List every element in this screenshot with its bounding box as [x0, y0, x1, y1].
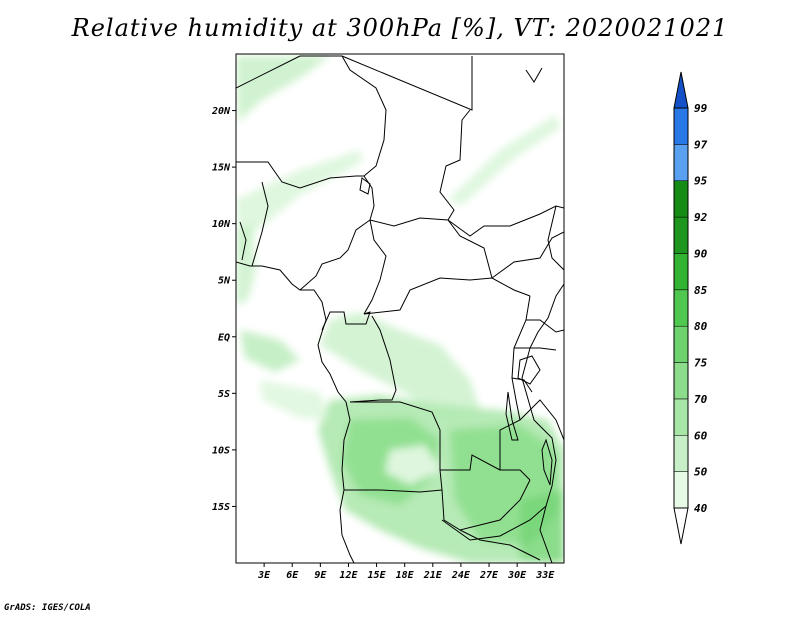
lake-chad	[359, 177, 371, 195]
colorbar-label: 50	[694, 466, 708, 479]
lon-label: 21E	[423, 570, 443, 581]
lat-label: 15S	[212, 502, 230, 513]
colorbar-label: 85	[694, 284, 708, 297]
border-niger-chad	[300, 55, 387, 177]
colorbar-label: 99	[694, 102, 708, 115]
colorbar-box	[673, 289, 689, 327]
border-drc-east	[499, 295, 531, 481]
colorbar-frame	[673, 107, 689, 509]
colorbar-label: 40	[694, 502, 708, 515]
colorbar-box	[673, 144, 689, 181]
border-rwanda	[511, 377, 533, 393]
border-kenya-uganda	[526, 319, 564, 333]
humidity-area-gabon	[240, 330, 300, 372]
colorbar-box	[673, 216, 689, 254]
border-nigeria-cameroon	[299, 175, 375, 291]
border-congo-drc	[349, 315, 397, 403]
border-chad-car	[369, 217, 493, 279]
colorbar-box	[673, 435, 689, 472]
lon-label: 3E	[257, 570, 271, 581]
humidity-area-mid-tongue	[260, 380, 330, 420]
border-zambia-zim	[459, 529, 541, 561]
lake-victoria	[517, 355, 541, 385]
lat-label: 10N	[212, 219, 231, 230]
border-angola-drc	[350, 401, 501, 471]
colorbar-label: 60	[694, 429, 708, 442]
border-ethiopia	[547, 205, 564, 271]
lon-label: 9E	[314, 570, 327, 581]
colorbar-box	[673, 471, 689, 509]
river-nile	[525, 67, 543, 83]
colorbar-box	[673, 362, 689, 400]
chart-title: Relative humidity at 300hPa [%], VT: 202…	[71, 14, 729, 42]
lon-label: 15E	[368, 570, 387, 581]
colorbar-bottom-triangle	[673, 507, 689, 545]
lon-label: 27E	[479, 570, 499, 581]
lon-label: 33E	[535, 570, 555, 581]
border-car-drc	[363, 277, 531, 315]
border-tanzania	[519, 399, 564, 441]
lake-tanganyika	[505, 391, 519, 441]
humidity-area-light-south	[385, 445, 440, 485]
colorbar-label: 90	[694, 247, 708, 260]
humidity-area-west-band	[236, 150, 362, 262]
border-niger-south	[236, 161, 364, 189]
humidity-shading	[236, 56, 564, 563]
border-nigeria-benin	[251, 181, 269, 267]
coastline-gulf-guinea	[236, 261, 355, 563]
colorbar-label: 92	[694, 211, 708, 224]
colorbar-box	[673, 398, 689, 436]
longitude-axis: 3E 6E 9E 12E 15E 18E 21E 24E 27E 30E 33E	[257, 563, 555, 581]
lon-label: 18E	[396, 570, 415, 581]
lat-label: 5S	[218, 389, 230, 400]
colorbar-label: 97	[694, 138, 708, 151]
colorbar-label: 95	[694, 175, 708, 188]
colorbar-label: 75	[694, 357, 708, 370]
colorbar: 40 50 60 70 75 80 85 90 92 95 97 99	[673, 71, 708, 545]
humidity-area-northeast	[448, 115, 560, 205]
border-south-sudan	[491, 231, 564, 279]
border-libya-chad	[341, 55, 473, 111]
colorbar-box	[673, 253, 689, 291]
lon-label: 30E	[507, 570, 527, 581]
lat-label: 20N	[211, 106, 231, 117]
lon-label: 12E	[339, 570, 358, 581]
lat-label: 15N	[212, 163, 231, 174]
colorbar-label: 80	[694, 320, 708, 333]
humidity-area-mozambique	[520, 490, 564, 563]
border-uganda-south	[514, 347, 557, 351]
lat-label: 10S	[212, 445, 230, 456]
colorbar-top-triangle	[673, 71, 689, 109]
country-borders	[236, 55, 564, 563]
colorbar-box	[673, 107, 689, 145]
lon-label: 24E	[451, 570, 471, 581]
colorbar-box	[673, 325, 689, 363]
border-gabon-congo	[321, 311, 371, 331]
lake-malawi	[541, 438, 553, 486]
lat-label: 5N	[218, 276, 231, 287]
border-cameroon-car	[363, 219, 387, 315]
border-chad-sudan	[439, 109, 471, 221]
colorbar-box	[673, 180, 689, 218]
volta-river	[239, 221, 247, 261]
humidity-area-congo	[320, 312, 480, 415]
humidity-area-northwest	[236, 56, 330, 122]
border-sudan-south	[447, 205, 564, 237]
border-angola-namibia	[344, 489, 443, 493]
border-namibia-botswana	[441, 505, 547, 541]
lon-label: 6E	[286, 570, 299, 581]
colorbar-label: 70	[694, 393, 708, 406]
latitude-axis: 20N 15N 10N 5N EQ 5S 10S 15S	[211, 106, 236, 513]
grads-credit: GrADS: IGES/COLA	[4, 603, 91, 613]
lat-label: EQ	[218, 332, 230, 343]
map-frame	[235, 53, 565, 564]
border-mali-niger	[236, 55, 301, 89]
